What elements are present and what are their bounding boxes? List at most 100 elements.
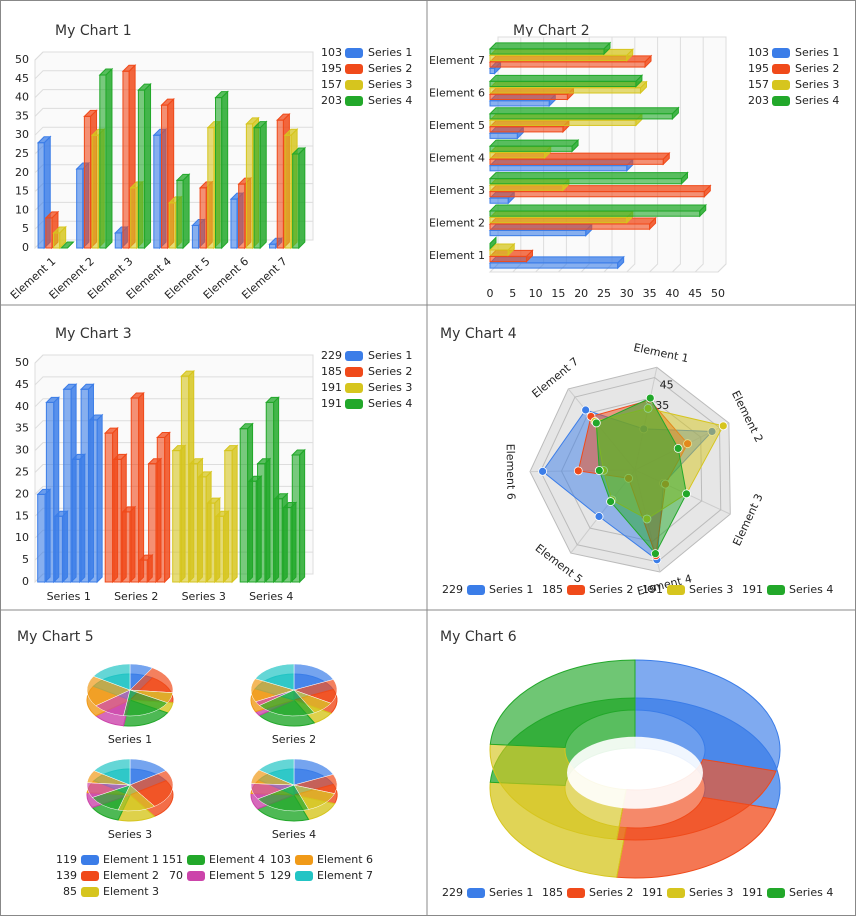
chart-title: My Chart 3 — [55, 326, 132, 342]
y-tick-label: Element 6 — [429, 87, 485, 100]
legend-label: Series 1 — [795, 46, 839, 59]
radar-point — [718, 421, 728, 431]
legend-swatch — [187, 871, 205, 881]
bar-front — [99, 74, 107, 249]
legend-value: 85 — [63, 885, 77, 898]
bar-front — [139, 559, 148, 583]
chart-panel: My Chart 3 0 5 10 15 20 25 30 35 40 45 50 Series 1 Se… — [15, 326, 412, 603]
y-tick-label: Element 3 — [429, 184, 485, 197]
grid-line — [34, 354, 313, 364]
legend-value: 191 — [321, 397, 342, 410]
grid-line — [539, 377, 722, 563]
bar — [488, 171, 689, 186]
legend-label: Series 4 — [368, 397, 412, 410]
legend-value: 103 — [748, 46, 769, 59]
x-tick-label: 30 — [620, 287, 634, 300]
legend-label: Series 3 — [689, 886, 733, 899]
bar-front — [274, 498, 283, 583]
bar-front — [206, 502, 216, 583]
bar-front — [230, 198, 238, 249]
bar — [137, 82, 152, 250]
bar-front — [489, 113, 673, 120]
y-tick-label: Element 1 — [429, 249, 485, 262]
legend-label: Series 3 — [368, 78, 412, 91]
pie-slice — [258, 689, 315, 717]
y-tick-label: 10 — [15, 203, 29, 216]
bar-front — [54, 515, 63, 583]
y-tick-label: 30 — [15, 128, 29, 141]
radar-point — [594, 512, 604, 521]
chart-panel: My Chart 4 Element 1 Element 2 Element 3 Ele… — [440, 326, 833, 598]
legend-value: 185 — [542, 583, 563, 596]
bar-side — [144, 82, 152, 250]
bar-front — [215, 515, 224, 583]
bar-front — [239, 428, 249, 583]
legend-swatch — [187, 855, 205, 865]
bar-front — [283, 507, 292, 583]
chart-title: My Chart 4 — [440, 326, 517, 342]
bar-front — [199, 187, 207, 249]
legend-swatch — [467, 888, 485, 898]
legend-label: Series 3 — [689, 583, 733, 596]
bar — [488, 242, 516, 257]
bar-front — [489, 48, 605, 55]
legend-label: Series 3 — [795, 78, 839, 91]
bar-front — [122, 511, 131, 583]
pie-slice — [129, 770, 174, 807]
bar-side — [164, 431, 171, 584]
bar-front — [253, 127, 261, 249]
legend-value: 139 — [56, 869, 77, 882]
legend-value: 191 — [642, 583, 663, 596]
legend-label: Series 4 — [795, 94, 839, 107]
legend-label: Series 2 — [368, 365, 412, 378]
bar-front — [489, 132, 518, 139]
grid-line — [717, 37, 727, 273]
pie-slice — [293, 663, 334, 691]
bar-side — [221, 90, 229, 250]
bar-front — [489, 255, 527, 263]
bar-side — [138, 391, 145, 584]
chart-title: My Chart 6 — [440, 629, 517, 645]
x-tick-label: 35 — [643, 287, 657, 300]
bar-front — [91, 134, 99, 249]
legend-value: 195 — [748, 62, 769, 75]
bar-front — [113, 458, 122, 583]
bar-side — [231, 444, 238, 584]
bar-top — [488, 204, 707, 212]
legend-value: 229 — [442, 886, 463, 899]
legend-value: 129 — [270, 869, 291, 882]
bar — [488, 203, 707, 218]
bar-front — [489, 87, 641, 94]
legend-swatch — [81, 855, 99, 865]
bar-front — [104, 432, 114, 583]
bar-front — [489, 93, 569, 100]
bar — [252, 120, 268, 250]
x-tick-label: 5 — [509, 287, 516, 300]
bar — [214, 90, 229, 250]
chart-panel: My Chart 6 229 Series 1 185 Series 2 191 Serie… — [440, 629, 833, 899]
bar-front — [89, 419, 98, 583]
legend-label: Series 1 — [489, 583, 533, 596]
bar-front — [130, 397, 140, 583]
bar-front — [83, 115, 92, 249]
radar-area — [595, 397, 687, 555]
x-tick-label: 45 — [688, 287, 702, 300]
radar-point — [591, 418, 601, 428]
bar-front — [198, 476, 207, 583]
legend-swatch — [767, 888, 785, 898]
bar-side — [259, 120, 267, 250]
bar-front — [257, 463, 266, 583]
y-tick-label: 0 — [22, 241, 29, 254]
y-tick-label: 45 — [15, 72, 29, 85]
y-tick-label: 35 — [15, 109, 29, 122]
bar-front — [114, 232, 122, 249]
bar-front — [148, 463, 157, 583]
bar — [130, 391, 145, 584]
y-tick-label: Element 4 — [429, 152, 485, 165]
bar-front — [172, 450, 181, 583]
pie-label: Series 1 — [108, 733, 152, 746]
bar-front — [489, 184, 564, 191]
legend-label: Series 2 — [795, 62, 839, 75]
bar — [488, 106, 680, 121]
